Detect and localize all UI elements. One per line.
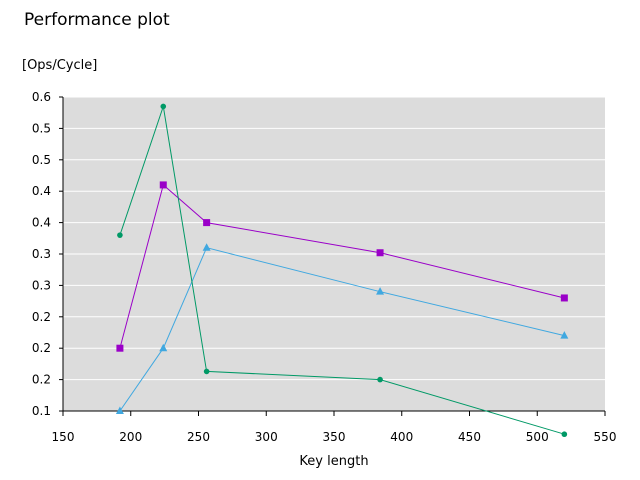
- y-tick-label: 0.3: [32, 247, 51, 261]
- y-tick-label: 0.4: [32, 216, 51, 230]
- data-point: [376, 287, 385, 295]
- data-point: [115, 406, 124, 414]
- data-point: [203, 219, 211, 227]
- data-point: [376, 249, 384, 257]
- y-tick-label: 0.6: [32, 90, 51, 104]
- x-tick-label: 250: [187, 430, 210, 444]
- data-point: [560, 294, 568, 302]
- series-group: [115, 103, 569, 438]
- data-point: [561, 431, 568, 438]
- grid-lines: [63, 96, 605, 381]
- x-tick-label: 500: [526, 430, 549, 444]
- data-point: [159, 181, 167, 189]
- y-tick-label: 0.2: [32, 310, 51, 324]
- y-axis-label: [Ops/Cycle]: [22, 58, 98, 73]
- x-tick-label: 350: [323, 430, 346, 444]
- y-tick-label: 0.1: [32, 404, 51, 418]
- chart-title: Performance plot: [24, 10, 170, 30]
- y-tick-label: 0.5: [32, 153, 51, 167]
- data-point: [560, 331, 569, 339]
- x-axis-label: Key length: [299, 454, 369, 469]
- data-point: [203, 368, 210, 375]
- y-tick-label: 0.3: [32, 278, 51, 292]
- x-tick-label: 200: [119, 430, 142, 444]
- data-point: [159, 343, 168, 352]
- y-tick-label: 0.2: [32, 373, 51, 387]
- x-tick-label: 450: [458, 430, 481, 444]
- series-3: [117, 103, 568, 438]
- x-tick-label: 150: [52, 430, 75, 444]
- y-tick-label: 0.4: [32, 184, 51, 198]
- x-tick-label: 400: [390, 430, 413, 444]
- data-point: [202, 243, 211, 251]
- x-tick-label: 300: [255, 430, 278, 444]
- x-tick-label: 550: [594, 430, 617, 444]
- series-1: [116, 181, 568, 352]
- y-tick-label: 0.2: [32, 341, 51, 355]
- data-point: [116, 344, 124, 352]
- data-point: [117, 232, 123, 238]
- series-2: [115, 243, 569, 414]
- axes: 0.1 0.2 0.2 0.2 0.3 0.3 0.4 0.4 0.5 0.5 0.6 150 200 2…: [32, 90, 617, 444]
- data-point: [160, 103, 167, 110]
- data-point: [377, 376, 383, 383]
- y-tick-label: 0.5: [32, 121, 51, 135]
